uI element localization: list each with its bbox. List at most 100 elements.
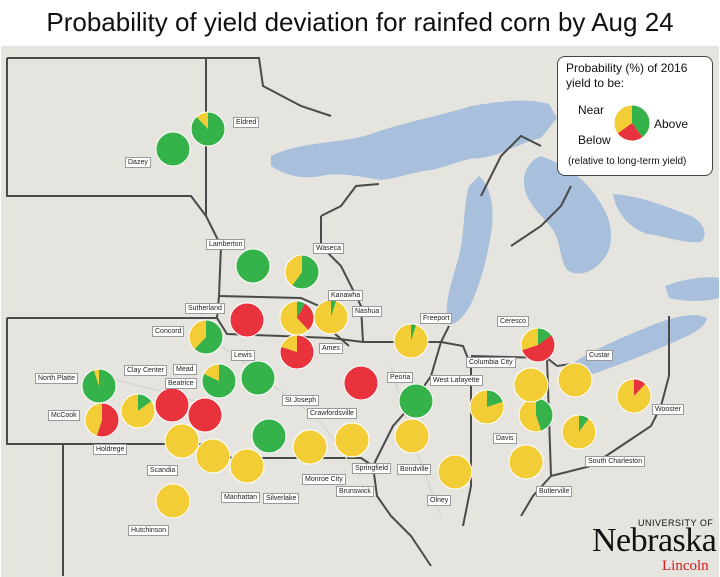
station-label-mccook: McCook [48,410,80,421]
pie-beatrice[interactable] [154,387,190,423]
pie-monroe-city[interactable] [292,429,328,465]
legend-near: Near [578,103,605,117]
pie-west-lafayette-e[interactable] [469,389,505,425]
pie-lewis[interactable] [240,360,276,396]
pie-lamberton[interactable] [235,248,271,284]
pie-concord-slice-near [189,320,206,350]
lake-michigan [446,176,493,324]
pie-north-platte[interactable] [81,368,117,404]
pie-mccook-slice-near [84,403,102,437]
pie-hutchinson[interactable] [155,483,191,519]
station-label-peoria: Peoria [387,372,414,383]
pie-freeport-slice-near [394,324,429,358]
pie-freeport[interactable] [393,323,429,359]
pie-st-joseph[interactable] [251,418,287,454]
pie-dazey[interactable] [155,131,191,167]
pie-clay-center-slice-near [121,394,156,428]
pie-bondville[interactable] [394,418,430,454]
lake-ontario [665,277,719,301]
pie-nashua-slice-near [313,300,348,334]
station-label-north-platte: North Platte [35,373,78,384]
pie-ames-slice-near [280,335,297,352]
station-label-nashua: Nashua [352,306,383,317]
pie-sutherland[interactable] [229,302,265,338]
station-label-scandia: Scandia [147,465,179,476]
station-label-west-lafayette: West Lafayette [430,375,483,386]
pie-south-charleston[interactable] [561,414,597,450]
pie-eldred[interactable] [190,111,226,147]
pie-eldred-slice-near [196,112,208,129]
pie-olney[interactable] [437,454,473,490]
station-label-sutherland: Sutherland [185,303,225,314]
station-label-bondville: Bondville [397,464,432,475]
lake-huron [523,156,612,274]
pie-scandia[interactable] [164,423,200,459]
pie-ceresco-slice-below [521,335,556,363]
pie-ceresco[interactable] [520,327,556,363]
lake-superior [271,100,557,180]
station-label-concord: Concord [152,326,185,337]
pie-davis[interactable] [518,397,554,433]
pie-beatrice-south[interactable] [187,397,223,433]
pie-sutherland-slice-below [230,303,264,337]
pie-lamberton-slice-above [236,249,270,283]
pie-kanawha-slice-near [279,301,309,335]
pie-clay-center[interactable] [120,393,156,429]
pie-custar-slice-near [558,363,592,397]
station-label-beatrice: Beatrice [165,378,197,389]
pie-west-lafayette-slice-above [399,384,433,418]
pie-nashua[interactable] [313,299,349,335]
legend-heading-1: Probability (%) of 2016 [566,61,688,75]
pie-clay-center-slice-above [138,394,152,411]
station-label-mead: Mead [173,364,197,375]
pie-south-charleston-slice-above [579,415,589,432]
pie-beatrice-slice-below [155,388,189,422]
pie-dazey-slice-above [156,132,190,166]
pie-custar[interactable] [557,362,593,398]
pie-mccook-slice-below [96,403,119,437]
pie-kanawha[interactable] [279,300,315,336]
pie-mccook[interactable] [84,402,120,438]
pie-manhattan-slice-near [196,439,230,473]
station-label-freeport: Freeport [420,313,453,324]
pie-peoria[interactable] [343,365,379,401]
pie-hutchinson-slice-near [156,484,190,518]
pie-davis-slice-above [536,398,553,432]
pie-custar-w[interactable] [513,367,549,403]
pie-wooster[interactable] [616,378,652,414]
station-label-ames: Ames [319,343,343,354]
legend: Probability (%) of 2016 yield to be: Nea… [557,56,713,176]
station-label-ceresco: Ceresco [497,316,530,327]
pie-silverlake-slice-near [230,449,264,483]
pie-waseca-slice-above [292,255,319,289]
legend-heading-2: yield to be: [566,76,625,90]
pie-manhattan[interactable] [195,438,231,474]
pie-west-lafayette[interactable] [398,383,434,419]
pie-waseca[interactable] [284,254,320,290]
university-logo: UNIVERSITY OF Nebraska Lincoln [592,514,717,576]
pie-kanawha-slice-above [297,301,306,318]
map-area[interactable]: Eldred Dazey Lamberton Waseca Kanawha Nashua S… [1,46,719,577]
pie-butlerville[interactable] [508,444,544,480]
pie-ames[interactable] [279,334,315,370]
legend-pie-slice-near [614,105,632,134]
legend-note: (relative to long-term yield) [568,156,687,167]
pie-peoria-slice-below [344,366,378,400]
pie-silverlake[interactable] [229,448,265,484]
pie-kanawha-slice-below [297,303,314,331]
pie-mead[interactable] [201,363,237,399]
map-title: Probability of yield deviation for rainf… [46,7,674,37]
pie-concord[interactable] [188,319,224,355]
station-label-springfield: Springfield [352,463,392,474]
pie-mead-slice-near [203,364,219,381]
pie-springfield[interactable] [334,422,370,458]
legend-pie [613,104,651,142]
pie-waseca-slice-near [285,255,302,286]
station-label-olney: Olney [427,495,452,506]
pie-freeport-slice-above [411,324,417,341]
pie-butlerville-slice-near [509,445,543,479]
logo-campus: Lincoln [662,558,709,574]
pie-concord-slice-above [194,320,224,355]
pie-scandia-slice-near [165,424,199,458]
pie-monroe-city-slice-near [293,430,327,464]
